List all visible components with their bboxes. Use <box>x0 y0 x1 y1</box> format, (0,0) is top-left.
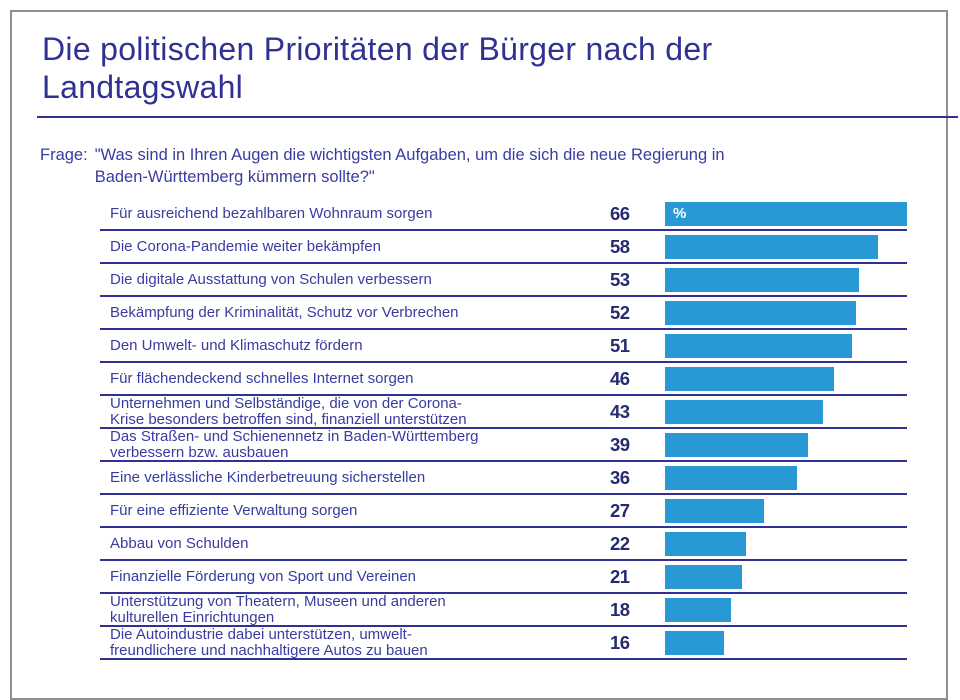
table-row: Die Corona-Pandemie weiter bekämpfen 58 <box>100 231 907 264</box>
row-value: 39 <box>610 433 630 455</box>
row-bar <box>665 432 808 457</box>
row-label: Für eine effiziente Verwaltung sorgen <box>110 501 358 519</box>
row-bar <box>665 333 852 358</box>
row-bar <box>665 399 823 424</box>
table-row: Die digitale Ausstattung von Schulen ver… <box>100 264 907 297</box>
row-label: Unterstützung von Theatern, Museen und a… <box>110 592 446 626</box>
table-row: Für flächendeckend schnelles Internet so… <box>100 363 907 396</box>
row-label: Unternehmen und Selbständige, die von de… <box>110 394 467 428</box>
row-bar <box>665 630 724 655</box>
row-label: Das Straßen- und Schienennetz in Baden-W… <box>110 427 479 461</box>
row-value: 66 <box>610 202 630 224</box>
row-bar <box>665 300 856 325</box>
row-bar <box>665 267 859 292</box>
row-bar <box>665 564 742 589</box>
row-bar <box>665 597 731 622</box>
row-bar <box>665 531 746 556</box>
row-bar: % <box>665 201 907 226</box>
question-text: "Was sind in Ihren Augen die wichtigsten… <box>94 146 725 186</box>
table-row: Den Umwelt- und Klimaschutz fördern 51 <box>100 330 907 363</box>
table-row: Die Autoindustrie dabei unterstützen, um… <box>100 625 907 660</box>
table-row: Unternehmen und Selbständige, die von de… <box>100 394 907 429</box>
row-label: Eine verlässliche Kinderbetreuung sicher… <box>110 468 426 486</box>
row-bar <box>665 465 797 490</box>
title-divider <box>37 116 958 118</box>
row-label: Für ausreichend bezahlbaren Wohnraum sor… <box>110 204 433 222</box>
row-bar <box>665 234 878 259</box>
row-label: Bekämpfung der Kriminalität, Schutz vor … <box>110 303 459 321</box>
row-value: 52 <box>610 301 630 323</box>
question-label: Frage: <box>40 146 88 164</box>
table-row: Das Straßen- und Schienennetz in Baden-W… <box>100 427 907 462</box>
row-value: 21 <box>610 565 630 587</box>
row-value: 27 <box>610 499 630 521</box>
survey-question: Frage: "Was sind in Ihren Augen die wich… <box>40 144 920 188</box>
row-value: 53 <box>610 268 630 290</box>
row-label: Die Corona-Pandemie weiter bekämpfen <box>110 237 381 255</box>
row-value: 58 <box>610 235 630 257</box>
row-label: Abbau von Schulden <box>110 534 249 552</box>
row-label: Finanzielle Förderung von Sport und Vere… <box>110 567 417 585</box>
row-value: 51 <box>610 334 630 356</box>
table-row: Finanzielle Förderung von Sport und Vere… <box>100 561 907 594</box>
row-value: 18 <box>610 598 630 620</box>
row-label: Den Umwelt- und Klimaschutz fördern <box>110 336 363 354</box>
row-value: 36 <box>610 466 630 488</box>
page-title: Die politischen Prioritäten der Bürger n… <box>42 31 713 105</box>
table-row: Für eine effiziente Verwaltung sorgen 27 <box>100 495 907 528</box>
row-label: Die digitale Ausstattung von Schulen ver… <box>110 270 432 288</box>
table-row: Abbau von Schulden 22 <box>100 528 907 561</box>
row-value: 22 <box>610 532 630 554</box>
bar-rows: Für ausreichend bezahlbaren Wohnraum sor… <box>100 198 907 660</box>
table-row: Für ausreichend bezahlbaren Wohnraum sor… <box>100 198 907 231</box>
page-frame: Die politischen Prioritäten der Bürger n… <box>10 10 958 700</box>
row-value: 46 <box>610 367 630 389</box>
row-label: Für flächendeckend schnelles Internet so… <box>110 369 414 387</box>
row-value: 16 <box>610 631 630 653</box>
row-label: Die Autoindustrie dabei unterstützen, um… <box>110 625 428 659</box>
row-bar <box>665 366 834 391</box>
table-row: Eine verlässliche Kinderbetreuung sicher… <box>100 462 907 495</box>
row-bar <box>665 498 764 523</box>
table-row: Unterstützung von Theatern, Museen und a… <box>100 592 907 627</box>
table-row: Bekämpfung der Kriminalität, Schutz vor … <box>100 297 907 330</box>
row-value: 43 <box>610 400 630 422</box>
unit-label: % <box>673 204 687 222</box>
